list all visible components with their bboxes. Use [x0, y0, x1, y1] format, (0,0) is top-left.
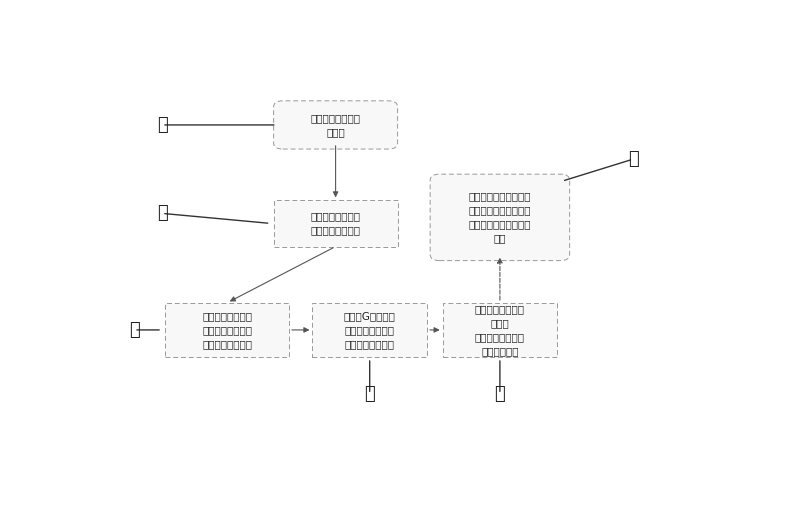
Text: 四: 四 — [364, 385, 375, 403]
Text: 二: 二 — [157, 205, 167, 222]
Text: 三: 三 — [129, 321, 139, 339]
FancyBboxPatch shape — [430, 174, 570, 260]
FancyBboxPatch shape — [442, 303, 558, 357]
Text: 六: 六 — [628, 150, 638, 168]
FancyBboxPatch shape — [165, 303, 289, 357]
Text: 一: 一 — [157, 116, 167, 134]
Text: 获取监测数据和输
入参数: 获取监测数据和输 入参数 — [310, 113, 361, 137]
Text: 将有相同聚类中心
的样本
归为同一类，得到
各聚类的集合: 将有相同聚类中心 的样本 归为同一类，得到 各聚类的集合 — [475, 304, 525, 356]
FancyBboxPatch shape — [274, 101, 398, 149]
Text: 从所述G个样本中
获取每个样本所归
属的聚类中心样本: 从所述G个样本中 获取每个样本所归 属的聚类中心样本 — [344, 311, 396, 349]
Text: 建立反映不同时刻
的样本点之间相似
度的全局距离矩阵: 建立反映不同时刻 的样本点之间相似 度的全局距离矩阵 — [202, 311, 252, 349]
Text: 五: 五 — [494, 385, 506, 403]
Text: 对聚类结果的数目进行
排序，得出异常样本的
集合，其中的即为异常
样本: 对聚类结果的数目进行 排序，得出异常样本的 集合，其中的即为异常 样本 — [469, 192, 531, 243]
Text: 提取出表征各不同
时刻特性的特征量: 提取出表征各不同 时刻特性的特征量 — [310, 211, 361, 235]
FancyBboxPatch shape — [312, 303, 427, 357]
FancyBboxPatch shape — [274, 200, 398, 246]
